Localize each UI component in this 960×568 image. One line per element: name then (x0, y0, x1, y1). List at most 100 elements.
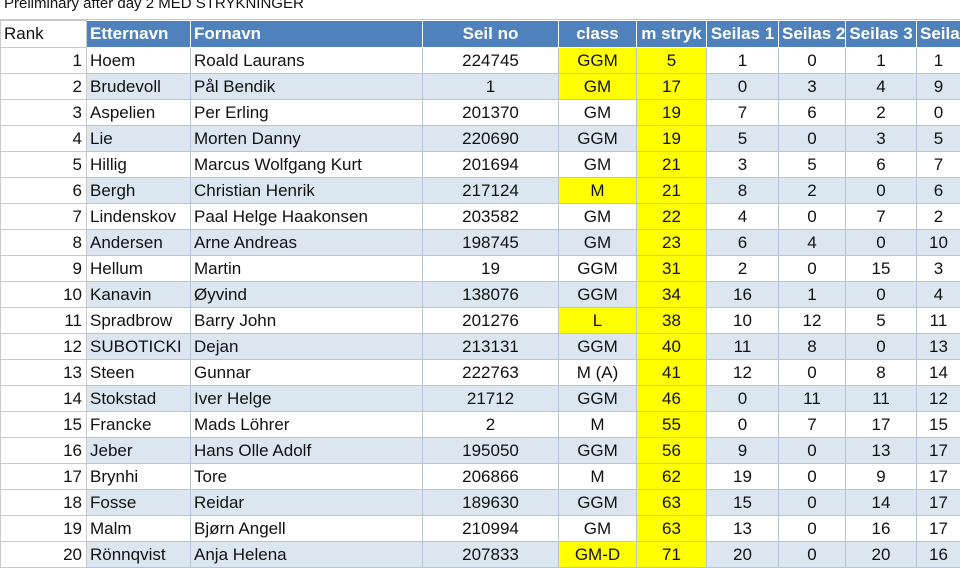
cell-m-stryk[interactable]: 17 (636, 73, 707, 100)
cell-class[interactable]: GGM (558, 385, 637, 412)
cell-etternavn[interactable]: SUBOTICKI (86, 333, 191, 360)
cell-etternavn[interactable]: Fosse (86, 489, 191, 516)
cell-seilas-4[interactable]: 17 (916, 463, 960, 490)
cell-seilas-4[interactable]: 10 (916, 229, 960, 256)
cell-seilas-1[interactable]: 11 (706, 333, 779, 360)
cell-rank[interactable]: 16 (0, 437, 87, 464)
cell-fornavn[interactable]: Tore (190, 463, 423, 490)
cell-seilas-1[interactable]: 20 (706, 541, 779, 568)
cell-class[interactable]: GGM (558, 437, 637, 464)
cell-class[interactable]: GM-D (558, 541, 637, 568)
cell-seilas-1[interactable]: 2 (706, 255, 779, 282)
cell-m-stryk[interactable]: 41 (636, 359, 707, 386)
cell-rank[interactable]: 4 (0, 125, 87, 152)
cell-seilas-3[interactable]: 9 (845, 463, 917, 490)
cell-etternavn[interactable]: Francke (86, 411, 191, 438)
cell-etternavn[interactable]: Brynhi (86, 463, 191, 490)
cell-seilas-4[interactable]: 12 (916, 385, 960, 412)
cell-seilas-2[interactable]: 0 (778, 437, 846, 464)
cell-m-stryk[interactable]: 63 (636, 515, 707, 542)
cell-seilas-2[interactable]: 0 (778, 125, 846, 152)
cell-rank[interactable]: 20 (0, 541, 87, 568)
cell-m-stryk[interactable]: 40 (636, 333, 707, 360)
cell-seilas-4[interactable]: 17 (916, 489, 960, 516)
cell-class[interactable]: M (558, 411, 637, 438)
cell-seilas-1[interactable]: 0 (706, 385, 779, 412)
cell-seilas-2[interactable]: 0 (778, 203, 846, 230)
cell-rank[interactable]: 17 (0, 463, 87, 490)
cell-etternavn[interactable]: Malm (86, 515, 191, 542)
cell-seilas-1[interactable]: 1 (706, 47, 779, 74)
cell-class[interactable]: GM (558, 151, 637, 178)
cell-seil-no[interactable]: 1 (422, 73, 559, 100)
cell-seilas-2[interactable]: 1 (778, 281, 846, 308)
cell-seil-no[interactable]: 201276 (422, 307, 559, 334)
cell-fornavn[interactable]: Arne Andreas (190, 229, 423, 256)
cell-seilas-2[interactable]: 6 (778, 99, 846, 126)
cell-seilas-2[interactable]: 0 (778, 359, 846, 386)
cell-seilas-1[interactable]: 10 (706, 307, 779, 334)
cell-seil-no[interactable]: 206866 (422, 463, 559, 490)
cell-seilas-4[interactable]: 11 (916, 307, 960, 334)
cell-class[interactable]: M (A) (558, 359, 637, 386)
cell-m-stryk[interactable]: 34 (636, 281, 707, 308)
cell-fornavn[interactable]: Paal Helge Haakonsen (190, 203, 423, 230)
header-seilas-3[interactable]: Seilas 3 (845, 20, 917, 48)
cell-seilas-4[interactable]: 17 (916, 515, 960, 542)
cell-seilas-1[interactable]: 12 (706, 359, 779, 386)
cell-fornavn[interactable]: Barry John (190, 307, 423, 334)
cell-etternavn[interactable]: Spradbrow (86, 307, 191, 334)
cell-fornavn[interactable]: Marcus Wolfgang Kurt (190, 151, 423, 178)
cell-seilas-3[interactable]: 2 (845, 99, 917, 126)
cell-rank[interactable]: 3 (0, 99, 87, 126)
cell-seil-no[interactable]: 189630 (422, 489, 559, 516)
header-class[interactable]: class (558, 20, 637, 48)
cell-seilas-3[interactable]: 0 (845, 333, 917, 360)
cell-seilas-3[interactable]: 0 (845, 229, 917, 256)
cell-etternavn[interactable]: Steen (86, 359, 191, 386)
cell-fornavn[interactable]: Pål Bendik (190, 73, 423, 100)
cell-m-stryk[interactable]: 23 (636, 229, 707, 256)
cell-seilas-3[interactable]: 14 (845, 489, 917, 516)
header-seil-no[interactable]: Seil no (422, 20, 559, 48)
cell-m-stryk[interactable]: 46 (636, 385, 707, 412)
cell-etternavn[interactable]: Hoem (86, 47, 191, 74)
cell-class[interactable]: GM (558, 229, 637, 256)
cell-rank[interactable]: 12 (0, 333, 87, 360)
cell-m-stryk[interactable]: 21 (636, 151, 707, 178)
cell-seilas-4[interactable]: 14 (916, 359, 960, 386)
cell-seilas-1[interactable]: 3 (706, 151, 779, 178)
cell-seil-no[interactable]: 207833 (422, 541, 559, 568)
cell-seilas-3[interactable]: 13 (845, 437, 917, 464)
cell-fornavn[interactable]: Øyvind (190, 281, 423, 308)
cell-seilas-2[interactable]: 4 (778, 229, 846, 256)
cell-m-stryk[interactable]: 21 (636, 177, 707, 204)
cell-class[interactable]: L (558, 307, 637, 334)
header-etternavn[interactable]: Etternavn (86, 20, 191, 48)
cell-m-stryk[interactable]: 31 (636, 255, 707, 282)
cell-seil-no[interactable]: 201694 (422, 151, 559, 178)
cell-rank[interactable]: 19 (0, 515, 87, 542)
cell-rank[interactable]: 10 (0, 281, 87, 308)
cell-seilas-1[interactable]: 0 (706, 411, 779, 438)
cell-seil-no[interactable]: 213131 (422, 333, 559, 360)
cell-seilas-2[interactable]: 2 (778, 177, 846, 204)
cell-rank[interactable]: 7 (0, 203, 87, 230)
cell-seilas-2[interactable]: 7 (778, 411, 846, 438)
cell-seil-no[interactable]: 195050 (422, 437, 559, 464)
cell-seilas-2[interactable]: 0 (778, 489, 846, 516)
cell-seilas-2[interactable]: 3 (778, 73, 846, 100)
cell-seilas-3[interactable]: 0 (845, 177, 917, 204)
cell-seilas-3[interactable]: 17 (845, 411, 917, 438)
cell-seilas-2[interactable]: 0 (778, 515, 846, 542)
cell-seilas-1[interactable]: 19 (706, 463, 779, 490)
cell-seil-no[interactable]: 203582 (422, 203, 559, 230)
cell-etternavn[interactable]: Hillig (86, 151, 191, 178)
cell-seilas-4[interactable]: 3 (916, 255, 960, 282)
cell-fornavn[interactable]: Dejan (190, 333, 423, 360)
header-fornavn[interactable]: Fornavn (190, 20, 423, 48)
cell-seilas-4[interactable]: 15 (916, 411, 960, 438)
cell-etternavn[interactable]: Andersen (86, 229, 191, 256)
cell-rank[interactable]: 5 (0, 151, 87, 178)
cell-seilas-1[interactable]: 4 (706, 203, 779, 230)
